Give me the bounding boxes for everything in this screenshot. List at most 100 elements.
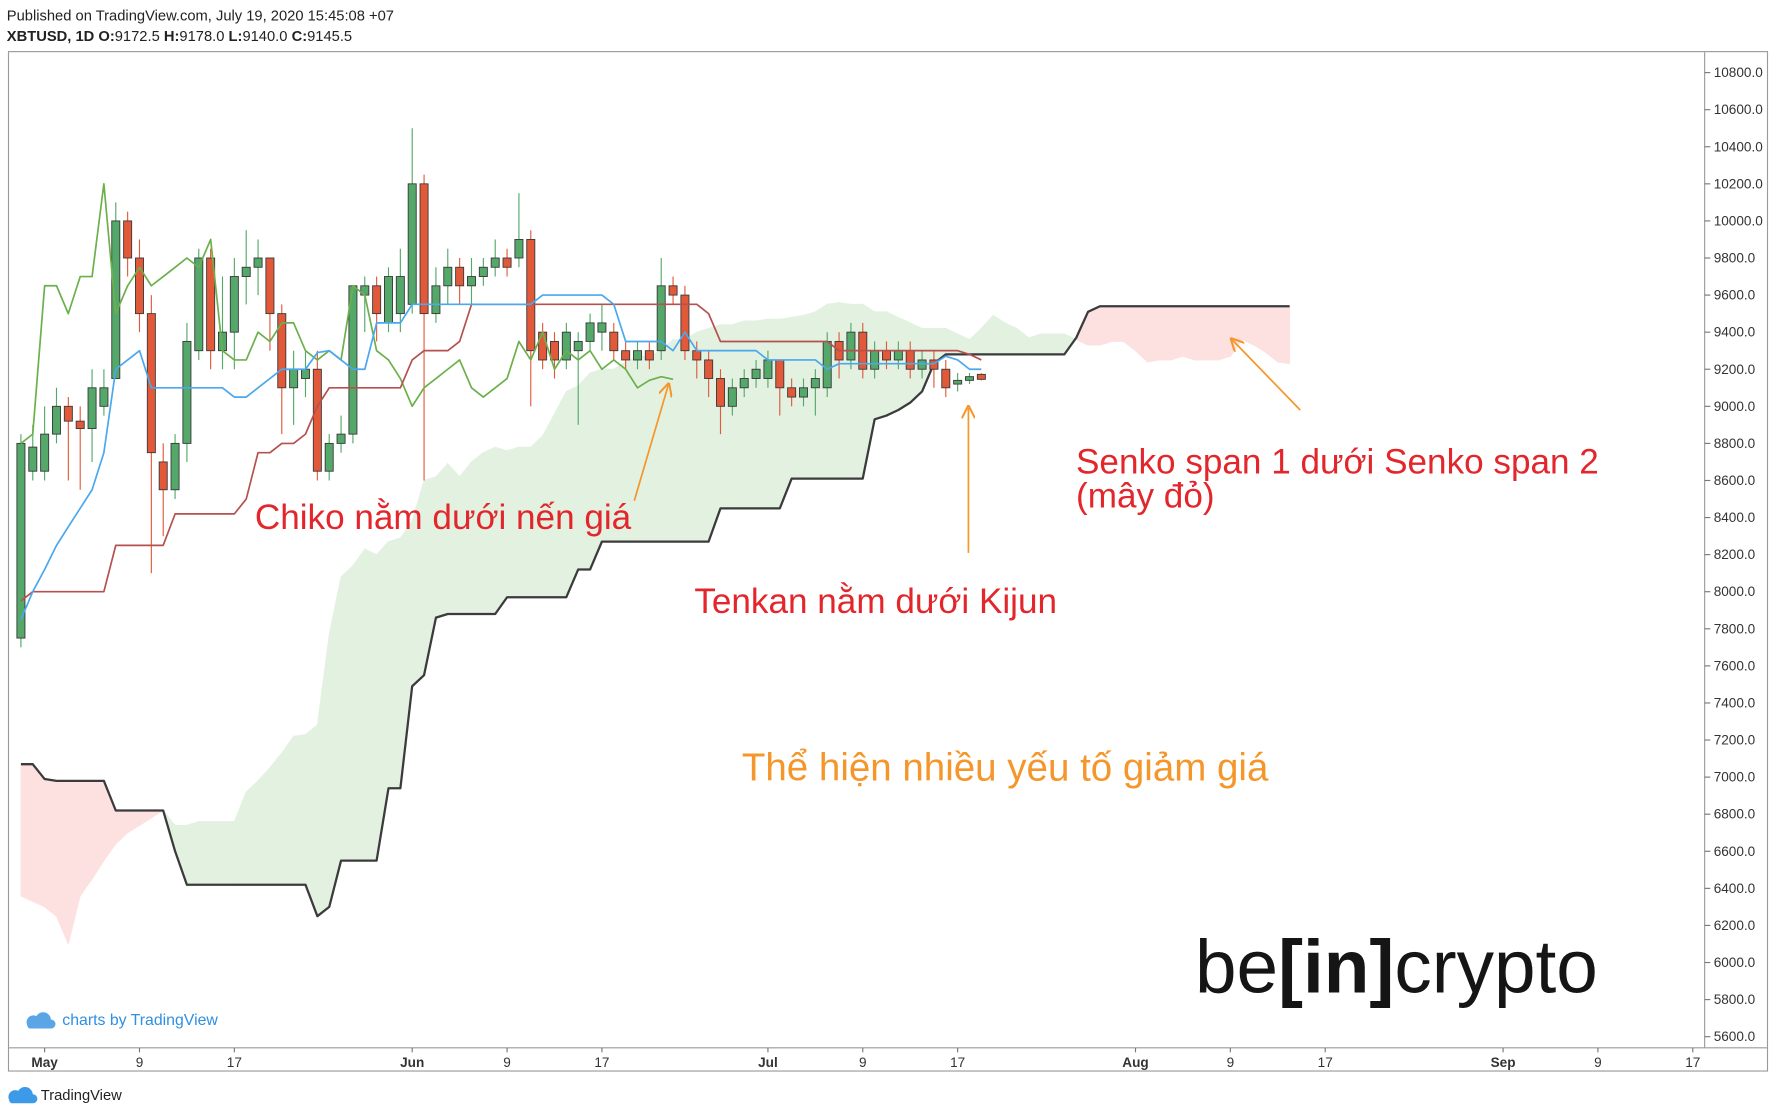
candle-body [206,257,216,352]
candle-body [170,442,180,491]
x-tick-label: 17 [1318,1055,1333,1070]
cloud-fill [826,301,840,480]
candle-body [229,276,239,333]
watermark: be[in]crypto [1195,924,1598,1008]
annotation: Senko span 1 dưới Senko span 2 [1076,443,1599,482]
candle-body [478,266,488,277]
candle-body [253,257,263,268]
candle-body [597,322,607,333]
candle-body [455,266,465,287]
candle-body [787,387,797,398]
candle-body [644,350,654,361]
x-tick-label: 17 [1685,1055,1700,1070]
candle-body [123,220,133,259]
candle-body [692,350,702,361]
cloud-fill [1265,305,1279,363]
cloud-fill [1277,305,1291,365]
cloud-fill [364,548,378,862]
candle-body [312,368,322,472]
senkou-span-b [20,305,1290,918]
candle-body [87,387,97,430]
cloud-fill [850,303,864,480]
candle-body [135,257,144,315]
cloud-fill [221,821,235,886]
x-tick-label: Jun [400,1055,424,1070]
footer-icon [8,1086,38,1104]
candle-body [514,239,524,259]
candle-body [929,359,939,370]
attribution[interactable]: charts by TradingView [62,1012,218,1029]
y-tick-label: 7800.0 [1714,621,1756,636]
cloud-fill [79,780,93,898]
candle-body [917,359,927,370]
candle-body [301,368,310,379]
candle-body [277,313,287,389]
candle-body [324,442,334,472]
candle-body [621,350,631,361]
ohlc-key: H: [164,29,180,45]
candle-body [680,294,690,352]
candle-body [336,433,346,444]
cloud-fill [328,576,342,908]
candle-body [241,266,251,277]
cloud-fill [245,779,259,886]
cloud-fill [660,338,674,543]
y-tick-label: 10800.0 [1714,65,1764,80]
cloud-fill [56,780,69,945]
candle-body [668,285,678,296]
annotation: Tenkan nằm dưới Kijun [694,582,1057,621]
candle-body [52,405,61,435]
candle-body [28,446,38,472]
y-tick-label: 8200.0 [1714,547,1756,562]
cloud-fill [435,462,449,619]
candle-body [585,322,595,342]
y-tick-label: 7600.0 [1714,658,1756,673]
cloud-fill [186,820,200,886]
cloud-fill [1052,333,1065,355]
candle-body [490,257,500,268]
candle-body [775,359,785,389]
x-tick-label: Aug [1122,1055,1148,1070]
candle-body [75,420,85,430]
x-tick-label: 9 [136,1055,144,1070]
candle-body [265,257,275,315]
y-tick-label: 9800.0 [1714,251,1756,266]
candle-body [372,285,382,315]
cloud-fill [459,460,472,615]
candle-body [976,373,986,380]
x-tick-label: 17 [950,1055,965,1070]
cloud-fill [684,331,698,543]
y-tick-label: 7200.0 [1714,733,1756,748]
y-tick-label: 5800.0 [1714,992,1756,1007]
cloud-fill [577,371,591,570]
y-tick-label: 9400.0 [1714,325,1756,340]
candle-body [407,183,417,305]
cloud-fill [269,751,283,886]
ohlc-value: 9145.5 [307,29,352,45]
cloud-fill [589,368,603,570]
cloud-fill [1146,305,1160,363]
y-tick-label: 8000.0 [1714,584,1756,599]
cloud-fill [743,320,757,509]
candle-body [822,340,832,389]
axes: 5600.0 5800.0 6000.0 6200.0 6400.0 6600.0 6800… [31,65,1763,1070]
cloud-fill [340,564,354,862]
x-tick-label: 9 [859,1055,867,1070]
y-tick-label: 10200.0 [1714,176,1764,191]
y-tick-label: 6200.0 [1714,918,1756,933]
cloud-fill [388,537,401,789]
x-tick-label: Jul [758,1055,778,1070]
candle-body [609,331,619,352]
candle-body [561,331,571,361]
cloud-fill [1241,305,1255,346]
candle-body [656,285,666,352]
candle-body [905,350,915,370]
frame [7,51,1769,1072]
annotation: Thể hiện nhiều yếu tố giảm giá [742,747,1269,790]
candle-body [953,379,963,385]
cloud-fill [731,320,745,509]
candle-body [893,350,903,361]
x-tick-label: 9 [503,1055,511,1070]
candle-body [633,350,642,361]
